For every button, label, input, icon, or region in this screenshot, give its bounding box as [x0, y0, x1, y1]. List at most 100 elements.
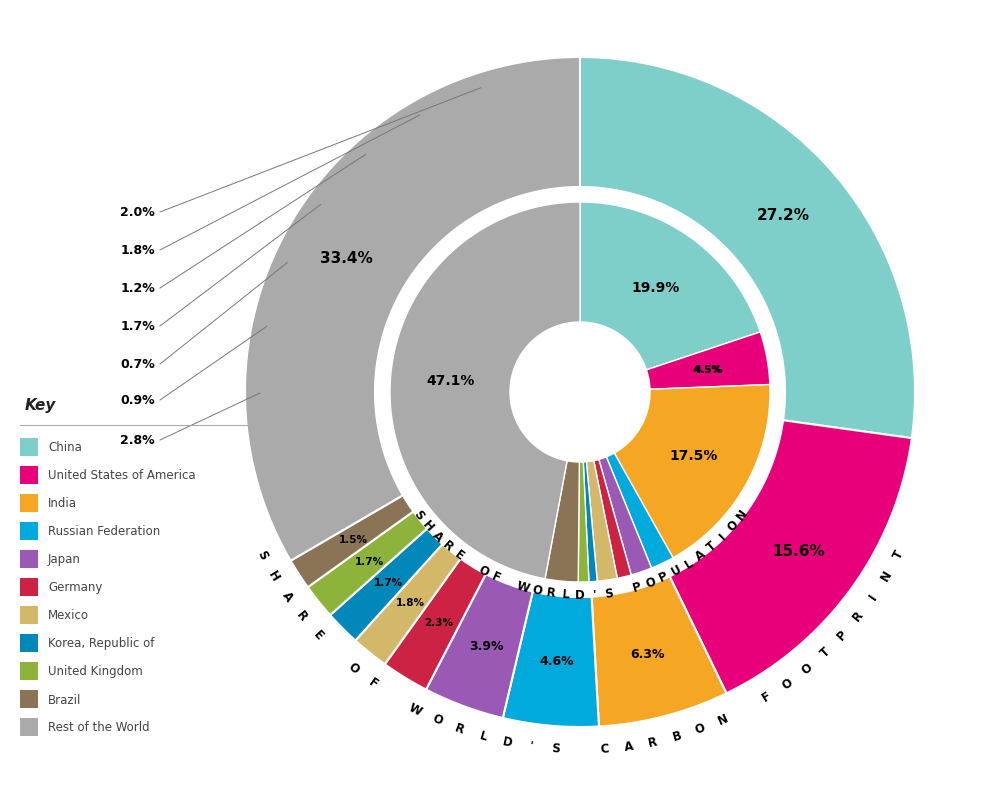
Text: U: U — [669, 562, 684, 578]
Text: Rest of the World: Rest of the World — [48, 721, 150, 734]
Text: ': ' — [592, 588, 597, 601]
Text: 1.7%: 1.7% — [374, 577, 403, 588]
Text: C: C — [600, 741, 609, 755]
Text: O: O — [799, 660, 815, 676]
Bar — [20, 662, 38, 680]
Polygon shape — [355, 545, 461, 664]
Polygon shape — [330, 529, 443, 641]
Text: I: I — [866, 591, 880, 602]
Text: O: O — [531, 583, 543, 597]
Text: D: D — [501, 734, 513, 749]
Polygon shape — [670, 421, 912, 694]
Bar — [20, 439, 38, 456]
Text: 15.6%: 15.6% — [772, 544, 825, 558]
Text: 1.8%: 1.8% — [396, 597, 425, 607]
Text: O: O — [476, 562, 491, 578]
Text: 1.8%: 1.8% — [120, 244, 155, 257]
Bar — [20, 634, 38, 652]
Text: N: N — [878, 568, 894, 583]
Polygon shape — [614, 385, 770, 558]
Text: Key: Key — [25, 398, 56, 412]
Text: 1.2%: 1.2% — [120, 282, 155, 295]
Text: 33.4%: 33.4% — [320, 251, 372, 265]
Polygon shape — [599, 457, 652, 575]
Text: O: O — [345, 660, 361, 676]
Bar — [20, 606, 38, 624]
Polygon shape — [291, 496, 413, 588]
Text: O: O — [430, 711, 444, 727]
Text: A: A — [693, 547, 708, 563]
Text: S: S — [254, 548, 270, 561]
Text: A: A — [279, 589, 295, 604]
Bar — [20, 578, 38, 596]
Text: 4.5%: 4.5% — [694, 364, 721, 375]
Text: O: O — [644, 574, 657, 590]
Text: T: T — [891, 548, 906, 561]
Text: F: F — [366, 675, 380, 691]
Text: P: P — [835, 627, 850, 642]
Text: R: R — [453, 720, 466, 736]
Polygon shape — [592, 577, 726, 727]
Text: I: I — [717, 530, 729, 542]
Text: 2.3%: 2.3% — [424, 618, 453, 627]
Bar — [20, 494, 38, 512]
Text: E: E — [310, 627, 325, 642]
Polygon shape — [390, 203, 580, 579]
Text: W: W — [515, 578, 531, 595]
Polygon shape — [503, 592, 599, 727]
Text: O: O — [693, 720, 707, 736]
Polygon shape — [385, 559, 486, 690]
Bar — [20, 467, 38, 484]
Text: 2.8%: 2.8% — [120, 434, 155, 447]
Polygon shape — [308, 512, 427, 615]
Polygon shape — [594, 460, 631, 578]
Text: N: N — [733, 506, 750, 522]
Polygon shape — [580, 58, 915, 439]
Polygon shape — [586, 461, 617, 581]
Polygon shape — [426, 574, 533, 718]
Text: A: A — [624, 739, 634, 753]
Text: United Kingdom: United Kingdom — [48, 665, 143, 678]
Polygon shape — [545, 461, 579, 582]
Text: A: A — [429, 529, 445, 544]
Polygon shape — [606, 453, 673, 569]
Circle shape — [377, 190, 783, 595]
Text: 0.7%: 0.7% — [120, 358, 155, 371]
Text: 27.2%: 27.2% — [757, 208, 810, 223]
Text: T: T — [705, 538, 719, 553]
Text: L: L — [682, 556, 696, 570]
Text: W: W — [406, 700, 424, 717]
Text: R: R — [850, 608, 866, 623]
Text: India: India — [48, 497, 77, 510]
Text: D: D — [575, 588, 585, 602]
Text: E: E — [452, 547, 466, 562]
Polygon shape — [245, 58, 580, 561]
Text: O: O — [724, 517, 741, 533]
Text: 2.0%: 2.0% — [120, 206, 155, 219]
Text: L: L — [478, 728, 488, 743]
Text: R: R — [294, 608, 310, 623]
Text: 19.9%: 19.9% — [632, 280, 680, 294]
Circle shape — [512, 325, 648, 460]
Text: Mexico: Mexico — [48, 609, 89, 622]
Polygon shape — [580, 203, 760, 371]
Polygon shape — [578, 462, 589, 582]
Text: T: T — [818, 644, 832, 659]
Text: F: F — [490, 569, 503, 584]
Text: 0.9%: 0.9% — [120, 394, 155, 407]
Text: Brazil: Brazil — [48, 693, 81, 706]
Text: P: P — [631, 579, 643, 594]
Bar — [20, 718, 38, 736]
Text: 3.9%: 3.9% — [469, 639, 503, 652]
Text: United States of America: United States of America — [48, 469, 196, 482]
Bar — [20, 522, 38, 541]
Text: China: China — [48, 441, 82, 454]
Text: B: B — [671, 728, 683, 743]
Text: 1.7%: 1.7% — [120, 320, 155, 333]
Text: 1.7%: 1.7% — [355, 556, 384, 566]
Text: S: S — [604, 585, 614, 600]
Text: R: R — [440, 538, 456, 553]
Text: R: R — [647, 734, 659, 749]
Polygon shape — [583, 462, 597, 582]
Text: 4.6%: 4.6% — [539, 654, 574, 667]
